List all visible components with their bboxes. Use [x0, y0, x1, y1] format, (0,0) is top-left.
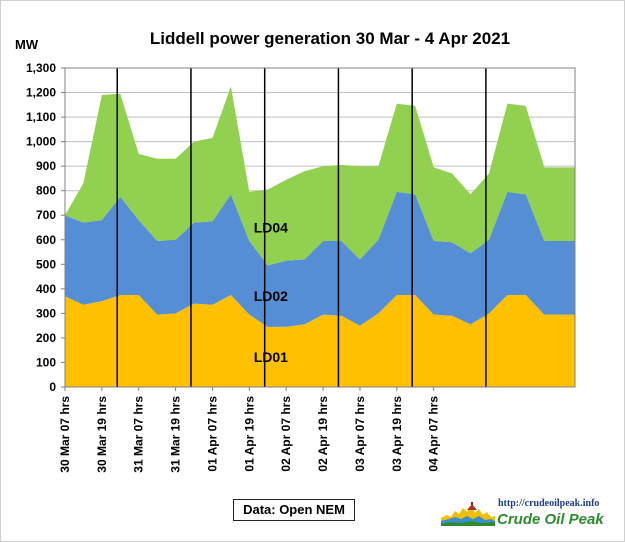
plot-border [64, 67, 576, 388]
y-axis-label: MW [15, 37, 39, 52]
y-tick-label: 300 [36, 306, 56, 320]
x-tick-label: 03 Apr 19 hrs [390, 396, 404, 472]
y-tick-label: 500 [36, 257, 56, 271]
x-tick-label: 01 Apr 19 hrs [242, 396, 256, 472]
data-source-box: Data: Open NEM [233, 499, 355, 521]
y-tick-label: 1,100 [26, 110, 56, 124]
y-tick-label: 900 [36, 159, 56, 173]
chart-title: Liddell power generation 30 Mar - 4 Apr … [150, 29, 510, 48]
y-tick-label: 700 [36, 208, 56, 222]
y-tick-label: 800 [36, 184, 56, 198]
series-area-ld02 [65, 191, 575, 327]
x-tick-label: 02 Apr 19 hrs [316, 396, 330, 472]
x-tick-label: 02 Apr 07 hrs [279, 396, 293, 472]
x-tick-label: 01 Apr 07 hrs [206, 396, 220, 472]
series-label-ld02: LD02 [254, 288, 288, 304]
y-tick-label: 200 [36, 331, 56, 345]
x-tick-label: 04 Apr 07 hrs [427, 396, 441, 472]
y-tick-label: 600 [36, 233, 56, 247]
y-tick-label: 1,300 [26, 61, 56, 75]
x-tick-label: 30 Mar 07 hrs [58, 396, 72, 473]
x-tick-label: 31 Mar 07 hrs [132, 396, 146, 473]
y-tick-label: 100 [36, 355, 56, 369]
y-tick-label: 400 [36, 282, 56, 296]
x-tick-label: 31 Mar 19 hrs [169, 396, 183, 473]
crude-oil-peak-logo-icon [441, 500, 495, 526]
series-area-ld01 [65, 295, 575, 387]
logo-name: Crude Oil Peak [497, 511, 604, 528]
series-area-ld04 [65, 86, 575, 266]
x-tick-label: 30 Mar 19 hrs [95, 396, 109, 473]
y-tick-label: 0 [49, 380, 56, 394]
y-tick-label: 1,000 [26, 135, 56, 149]
x-tick-label: 03 Apr 07 hrs [353, 396, 367, 472]
series-label-ld01: LD01 [254, 349, 288, 365]
series-label-ld04: LD04 [254, 220, 288, 236]
y-tick-label: 1,200 [26, 86, 56, 100]
logo-url[interactable]: http://crudeoilpeak.info [498, 498, 600, 509]
